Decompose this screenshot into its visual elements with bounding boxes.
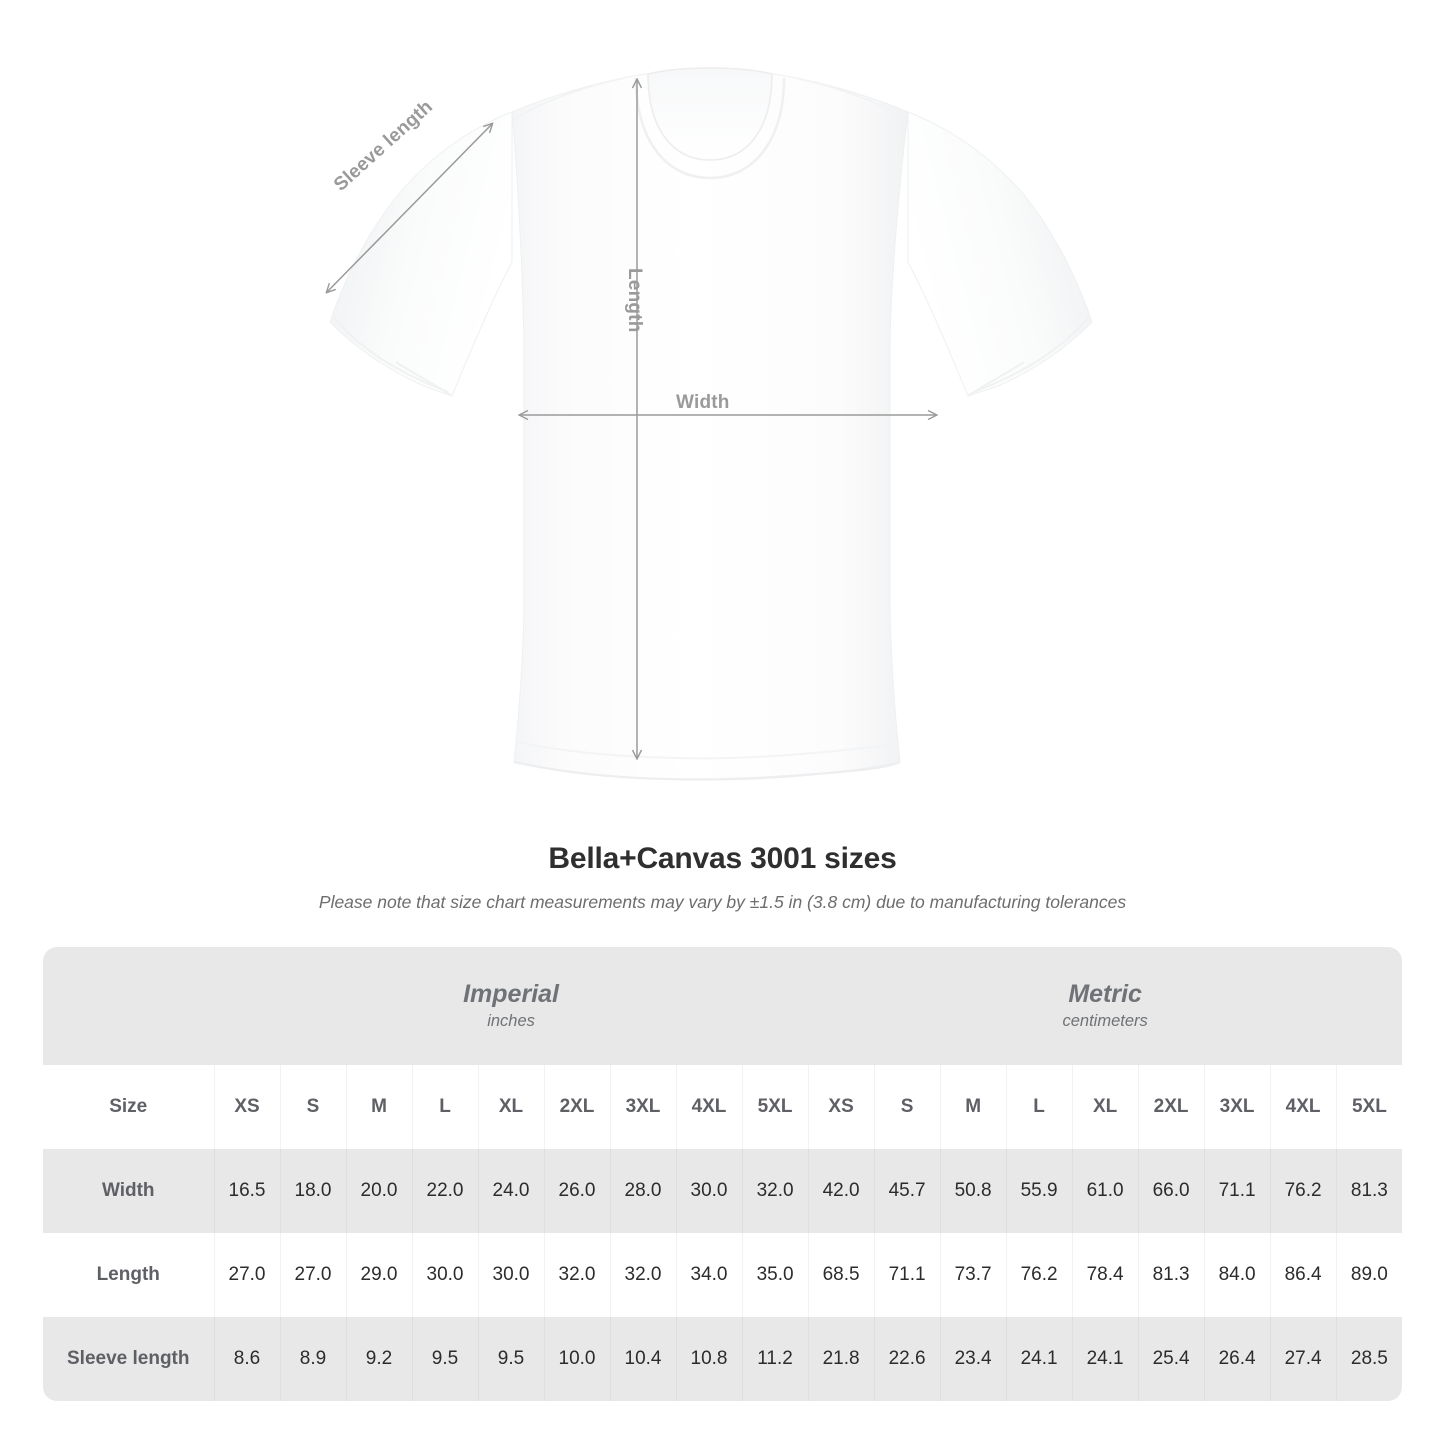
cell-0-imperial-6: 28.0 [609, 1149, 676, 1233]
cell-2-imperial-4: 9.5 [477, 1317, 544, 1401]
size-chart-table-container: Imperial inches Metric centimeters Size XS S M L… [43, 947, 1403, 1401]
cell-0-metric-8: 81.3 [1335, 1149, 1403, 1233]
size-header-imperial-2: M [345, 1065, 412, 1149]
size-header-imperial-4: XL [477, 1065, 544, 1149]
cell-2-imperial-7: 10.8 [675, 1317, 742, 1401]
cell-2-metric-1: 22.6 [873, 1317, 941, 1401]
size-header-metric-1: S [873, 1065, 941, 1149]
cell-2-metric-7: 27.4 [1269, 1317, 1337, 1401]
cell-1-metric-8: 89.0 [1335, 1233, 1403, 1317]
cell-0-metric-3: 55.9 [1005, 1149, 1073, 1233]
size-header-imperial-7: 4XL [675, 1065, 742, 1149]
size-header-imperial-1: S [279, 1065, 346, 1149]
cell-1-imperial-6: 32.0 [609, 1233, 676, 1317]
size-header-imperial-0: XS [213, 1065, 280, 1149]
tolerance-note: Please note that size chart measurements… [318, 892, 1127, 912]
cell-2-metric-6: 26.4 [1203, 1317, 1271, 1401]
table-row: Length 27.0 27.0 29.0 30.0 30.0 32.0 32.0 34.0 35… [43, 1233, 1403, 1317]
cell-2-imperial-3: 9.5 [411, 1317, 478, 1401]
cell-1-imperial-7: 34.0 [675, 1233, 742, 1317]
unit-name-metric: Metric [1068, 980, 1142, 1009]
tshirt-diagram: Sleeve length Length Width [0, 67, 1093, 781]
cell-1-imperial-2: 29.0 [345, 1233, 412, 1317]
length-dimension-label: Length [624, 268, 645, 333]
unit-banner-row: Imperial inches Metric centimeters [43, 947, 1403, 1065]
cell-1-metric-2: 73.7 [939, 1233, 1007, 1317]
cell-0-metric-7: 76.2 [1269, 1149, 1337, 1233]
cell-1-imperial-5: 32.0 [543, 1233, 610, 1317]
cell-1-imperial-8: 35.0 [741, 1233, 809, 1317]
size-header-metric-6: 3XL [1203, 1065, 1271, 1149]
cell-1-imperial-0: 27.0 [213, 1233, 280, 1317]
title-block: Bella+Canvas 3001 sizes Please note that… [0, 842, 1445, 913]
cell-0-metric-5: 66.0 [1137, 1149, 1205, 1233]
cell-1-metric-6: 84.0 [1203, 1233, 1271, 1317]
cell-1-imperial-1: 27.0 [279, 1233, 346, 1317]
cell-0-imperial-0: 16.5 [213, 1149, 280, 1233]
cell-0-metric-6: 71.1 [1203, 1149, 1271, 1233]
cell-0-metric-0: 42.0 [807, 1149, 875, 1233]
cell-2-metric-8: 28.5 [1335, 1317, 1403, 1401]
width-dimension-label: Width [676, 392, 730, 413]
size-header-imperial-6: 3XL [609, 1065, 676, 1149]
unit-banner-spacer [43, 947, 214, 1065]
cell-2-imperial-2: 9.2 [345, 1317, 412, 1401]
cell-0-imperial-3: 22.0 [411, 1149, 478, 1233]
size-header-imperial-8: 5XL [741, 1065, 809, 1149]
size-header-metric-2: M [939, 1065, 1007, 1149]
cell-0-imperial-7: 30.0 [675, 1149, 742, 1233]
cell-2-metric-3: 24.1 [1005, 1317, 1073, 1401]
cell-0-metric-4: 61.0 [1071, 1149, 1139, 1233]
cell-1-imperial-3: 30.0 [411, 1233, 478, 1317]
cell-1-metric-0: 68.5 [807, 1233, 875, 1317]
size-chart-table: Imperial inches Metric centimeters Size XS S M L… [43, 947, 1403, 1401]
cell-0-imperial-4: 24.0 [477, 1149, 544, 1233]
cell-0-metric-2: 50.8 [939, 1149, 1007, 1233]
cell-2-metric-2: 23.4 [939, 1317, 1007, 1401]
size-header-metric-8: 5XL [1335, 1065, 1403, 1149]
unit-header-metric: Metric centimeters [808, 947, 1403, 1065]
cell-1-imperial-4: 30.0 [477, 1233, 544, 1317]
cell-2-imperial-0: 8.6 [213, 1317, 280, 1401]
cell-1-metric-3: 76.2 [1005, 1233, 1073, 1317]
size-corner-label: Size [43, 1065, 214, 1149]
cell-1-metric-7: 86.4 [1269, 1233, 1337, 1317]
row-label-2: Sleeve length [43, 1317, 214, 1401]
table-row: Width 16.5 18.0 20.0 22.0 24.0 26.0 28.0 30.0 32.… [43, 1149, 1403, 1233]
size-header-metric-3: L [1005, 1065, 1073, 1149]
cell-2-imperial-8: 11.2 [741, 1317, 809, 1401]
unit-sub-imperial: inches [487, 1011, 535, 1030]
cell-2-imperial-1: 8.9 [279, 1317, 346, 1401]
cell-2-metric-5: 25.4 [1137, 1317, 1205, 1401]
unit-sub-metric: centimeters [1062, 1011, 1148, 1030]
row-label-1: Length [43, 1233, 214, 1317]
cell-2-imperial-6: 10.4 [609, 1317, 676, 1401]
size-header-imperial-3: L [411, 1065, 478, 1149]
cell-0-imperial-8: 32.0 [741, 1149, 809, 1233]
cell-0-metric-1: 45.7 [873, 1149, 941, 1233]
size-header-metric-5: 2XL [1137, 1065, 1205, 1149]
unit-name-imperial: Imperial [463, 980, 559, 1009]
page-title: Bella+Canvas 3001 sizes [548, 842, 897, 875]
size-header-imperial-5: 2XL [543, 1065, 610, 1149]
cell-1-metric-5: 81.3 [1137, 1233, 1205, 1317]
cell-2-imperial-5: 10.0 [543, 1317, 610, 1401]
cell-2-metric-4: 24.1 [1071, 1317, 1139, 1401]
size-header-row: Size XS S M L XL 2XL 3XL 4XL 5XL XS S M L XL 2XL 3XL 4XL 5… [43, 1065, 1403, 1149]
cell-0-imperial-1: 18.0 [279, 1149, 346, 1233]
cell-0-imperial-2: 20.0 [345, 1149, 412, 1233]
tshirt-illustration [0, 67, 1093, 781]
cell-2-metric-0: 21.8 [807, 1317, 875, 1401]
unit-header-imperial: Imperial inches [214, 947, 809, 1065]
table-row: Sleeve length 8.6 8.9 9.2 9.5 9.5 10.0 10.4 10.8… [43, 1317, 1403, 1401]
cell-0-imperial-5: 26.0 [543, 1149, 610, 1233]
size-header-metric-4: XL [1071, 1065, 1139, 1149]
cell-1-metric-1: 71.1 [873, 1233, 941, 1317]
cell-1-metric-4: 78.4 [1071, 1233, 1139, 1317]
size-header-metric-0: XS [807, 1065, 875, 1149]
row-label-0: Width [43, 1149, 214, 1233]
size-header-metric-7: 4XL [1269, 1065, 1337, 1149]
